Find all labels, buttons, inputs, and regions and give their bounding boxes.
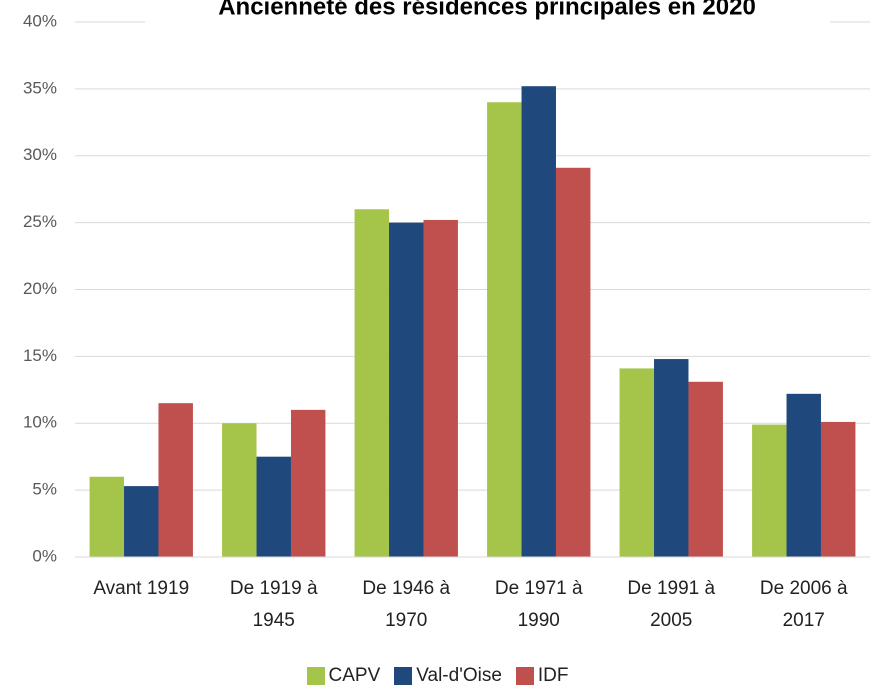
bar xyxy=(688,381,723,557)
legend-label: Val-d'Oise xyxy=(416,665,502,686)
bar xyxy=(619,368,655,557)
y-tick-label: 40% xyxy=(23,11,57,30)
x-tick-label: De 1946 à 1970 xyxy=(362,578,451,631)
x-tick-label: De 1971 à 1990 xyxy=(494,578,583,631)
x-tick-label: De 2006 à 2017 xyxy=(759,578,848,631)
y-tick-label: 30% xyxy=(23,145,57,164)
y-tick-label: 10% xyxy=(23,413,57,432)
bar xyxy=(654,359,689,557)
bar xyxy=(521,86,556,557)
bar xyxy=(222,423,257,557)
bar xyxy=(389,222,424,557)
legend-swatch xyxy=(394,667,413,685)
y-tick-label: 5% xyxy=(32,480,57,499)
bar xyxy=(820,421,856,557)
bar xyxy=(786,393,821,557)
legend-label: CAPV xyxy=(328,665,381,686)
legend-item: CAPV xyxy=(306,665,381,687)
legend-item: Val-d'Oise xyxy=(394,665,502,687)
legend: CAPV Val-d'Oise IDF xyxy=(0,665,875,687)
y-tick-label: 15% xyxy=(23,346,57,365)
legend-item: IDF xyxy=(515,665,569,687)
bar xyxy=(290,409,326,557)
y-tick-label: 35% xyxy=(23,78,57,97)
title-background xyxy=(145,0,830,30)
bar xyxy=(423,219,458,557)
legend-swatch xyxy=(515,667,534,685)
bar xyxy=(158,403,193,557)
bar xyxy=(124,486,159,557)
y-tick-label: 25% xyxy=(23,212,57,231)
bar xyxy=(752,424,787,557)
x-tick-label: De 1991 à 2005 xyxy=(627,578,716,631)
bar xyxy=(89,476,125,557)
chart-title: Ancienneté des résidences principales en… xyxy=(218,0,756,20)
bar xyxy=(555,167,591,557)
legend-label: IDF xyxy=(537,665,569,686)
y-tick-label: 0% xyxy=(32,546,57,565)
legend-swatch xyxy=(306,667,325,685)
x-tick-label: Avant 1919 xyxy=(93,578,190,599)
y-tick-label: 20% xyxy=(23,279,57,298)
x-tick-label: De 1919 à 1945 xyxy=(229,578,318,631)
bar xyxy=(487,102,522,557)
bar xyxy=(354,209,390,557)
bar xyxy=(256,456,291,557)
